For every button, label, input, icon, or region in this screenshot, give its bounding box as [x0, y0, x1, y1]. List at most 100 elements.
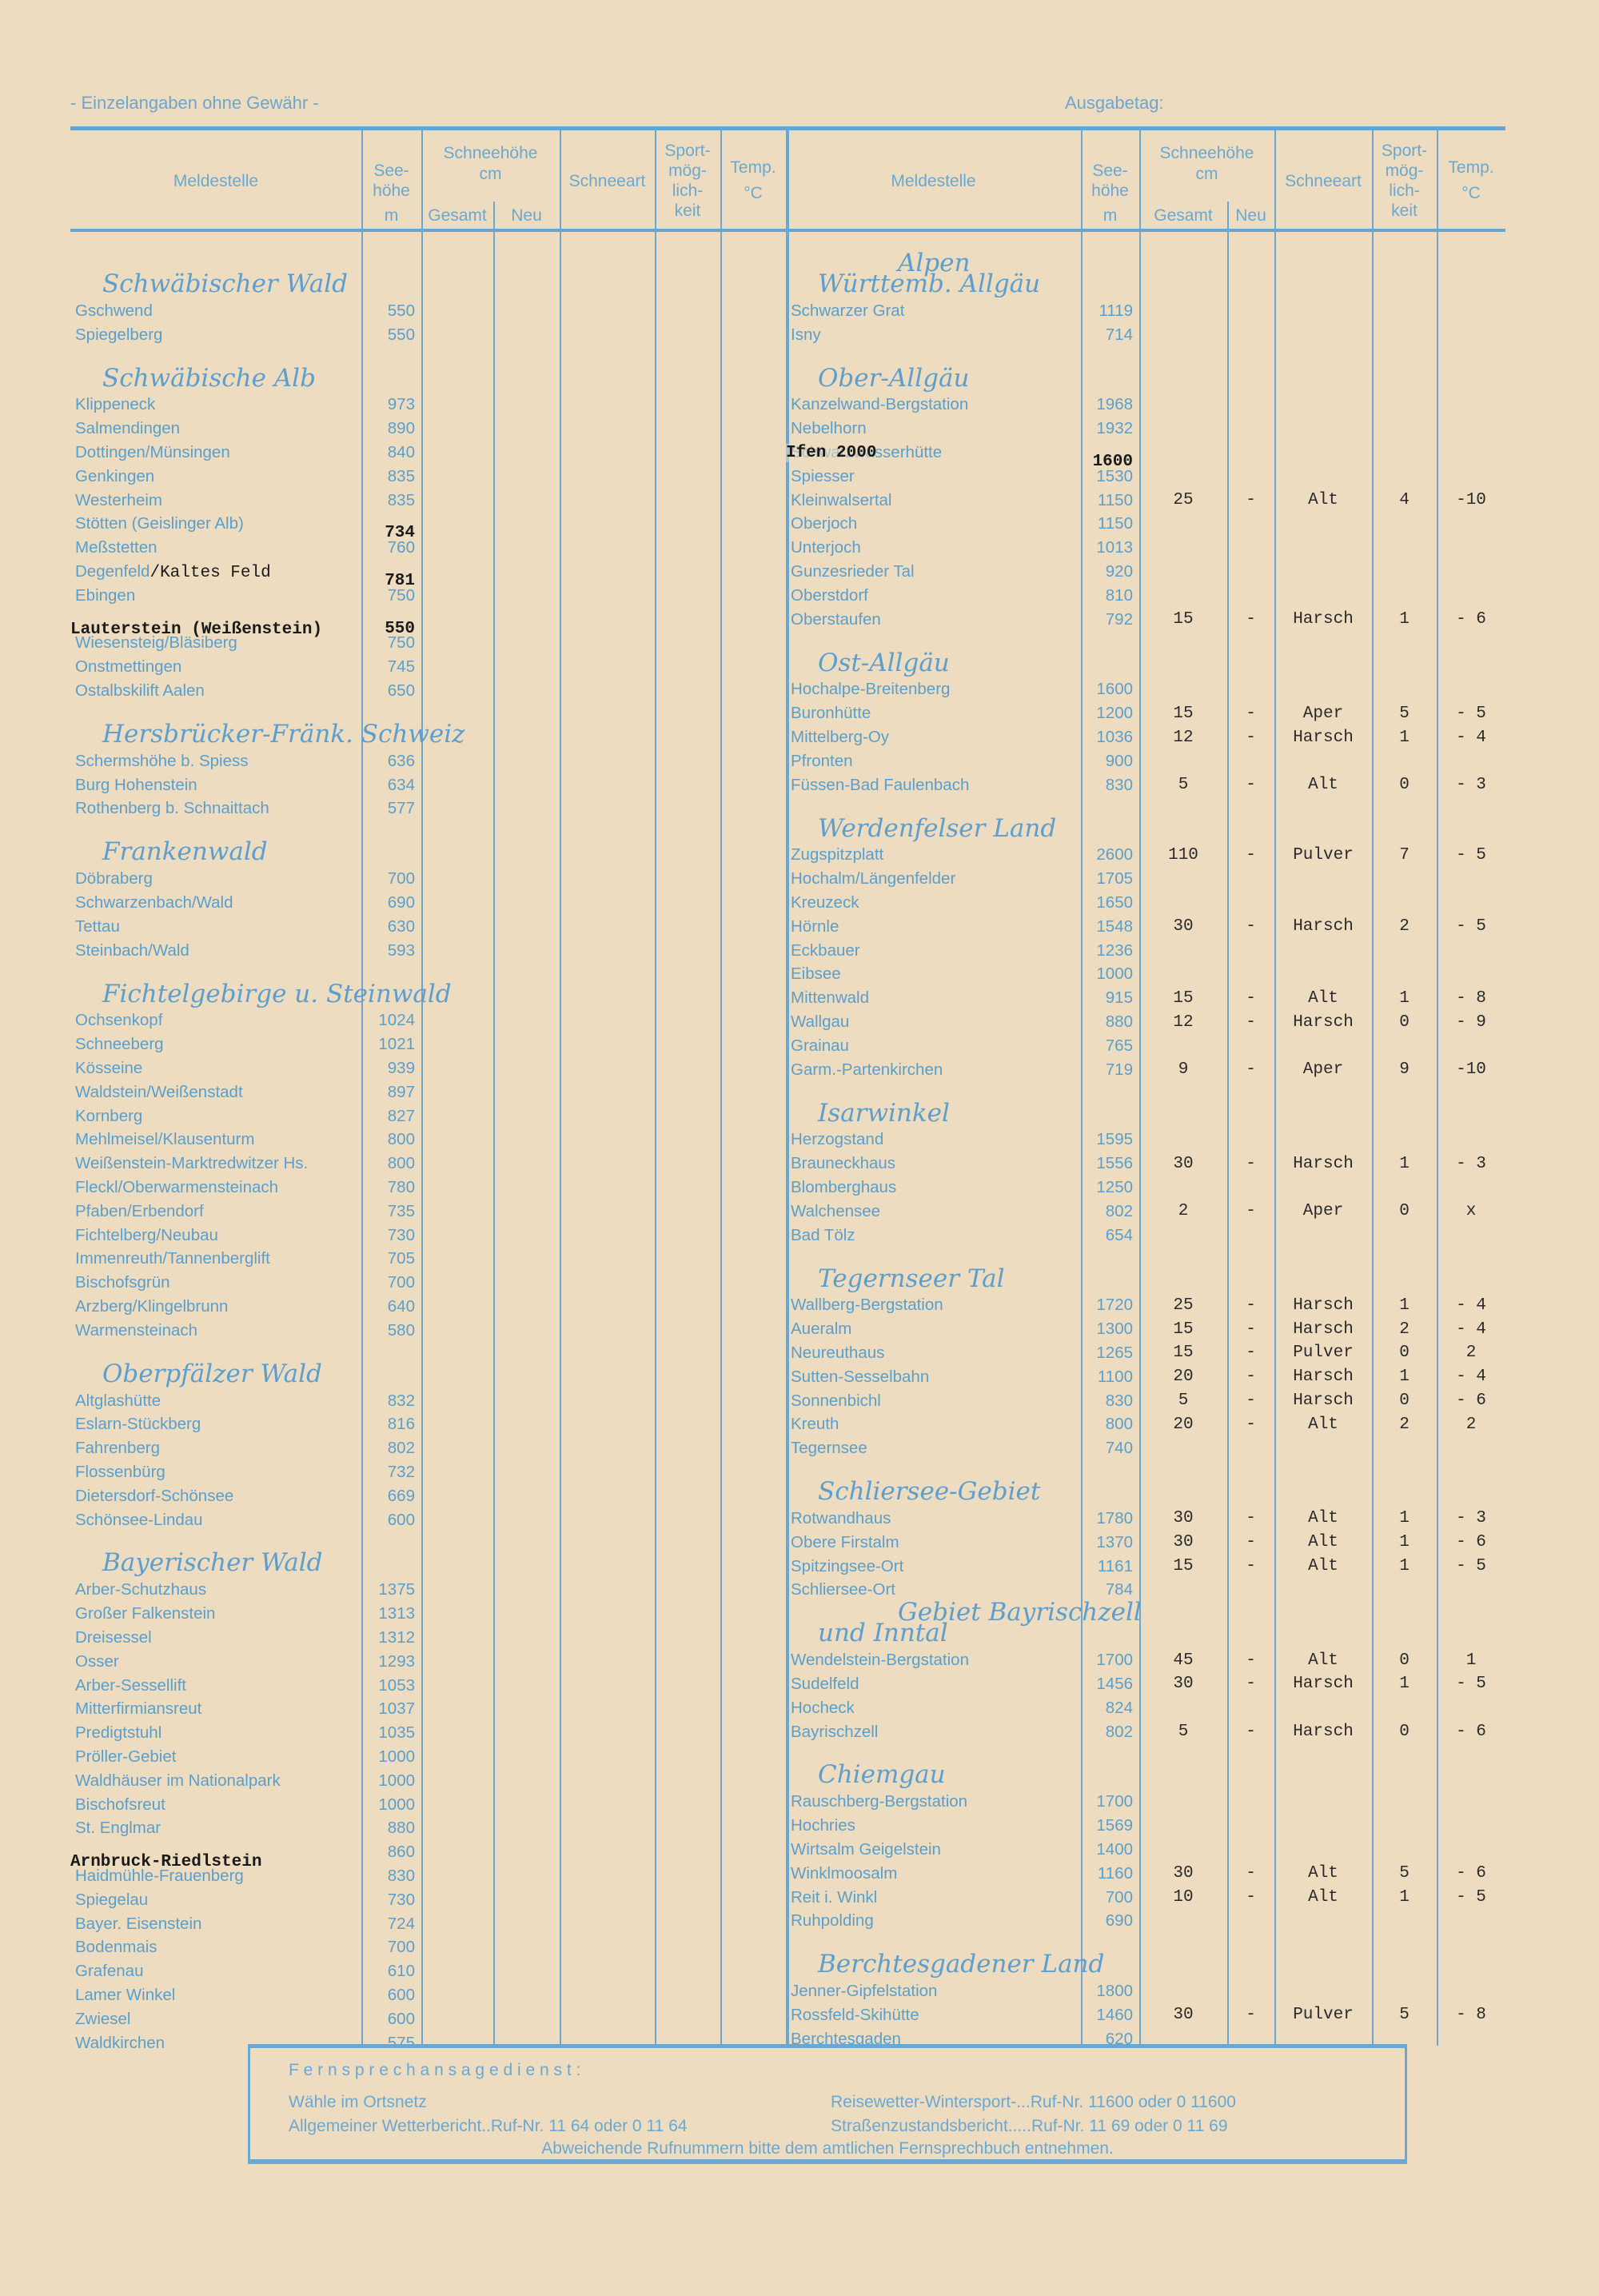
snow-total: 15: [1173, 1344, 1194, 1363]
station-name: Fahrenberg: [75, 1439, 160, 1458]
snow-total: 30: [1173, 1533, 1194, 1552]
sport-rating: 0: [1399, 1723, 1410, 1742]
table-row: Lamer Winkel 600: [70, 1983, 786, 2007]
table-row: Bad Tölz 654: [786, 1224, 1505, 1248]
table-row: Waldstein/Weißenstadt 897: [70, 1080, 786, 1104]
station-name: Westerheim: [75, 490, 162, 509]
table-row: Bischofsreut 1000: [70, 1793, 786, 1817]
table-row: Blomberghaus 1250: [786, 1176, 1505, 1200]
altitude: 750: [387, 633, 415, 653]
column-rule: [655, 126, 656, 2046]
altitude: 1370: [1096, 1532, 1133, 1551]
typed-station-name: Ifen 2000: [786, 444, 877, 463]
snow-total: 2: [1178, 1202, 1189, 1221]
station-name: Zwiesel: [75, 2009, 131, 2028]
station-name: Schwarzenbach/Wald: [75, 893, 233, 912]
altitude: 835: [387, 466, 415, 485]
table-row: Oberstaufen 792 15 - Harsch 1 - 6: [786, 608, 1505, 632]
table-row: Kleinwalsertal 1150 25 - Alt 4 -10: [786, 489, 1505, 513]
table-row: Weißenstein-Marktredwitzer Hs. 800: [70, 1152, 786, 1176]
table-row: Mehlmeisel/Klausenturm 800: [70, 1128, 786, 1152]
station-name: Wallgau: [791, 1012, 850, 1032]
station-name: Flossenbürg: [75, 1462, 165, 1481]
snow-new: -: [1246, 1864, 1256, 1883]
header-snow-type: Schneeart: [1285, 171, 1362, 190]
station-name: Genkingen: [75, 466, 155, 485]
section-heading-line: Ost-Allgäu: [818, 648, 950, 677]
table-row: Tettau 630: [70, 915, 786, 939]
altitude: 1236: [1096, 940, 1133, 960]
snow-type: Harsch: [1293, 1012, 1354, 1032]
altitude: 832: [387, 1391, 415, 1410]
altitude: 830: [1105, 775, 1133, 794]
station-name: Jenner-Gipfelstation: [791, 1982, 938, 2001]
altitude: 1705: [1096, 869, 1133, 888]
altitude: 740: [1105, 1439, 1133, 1458]
column-rule: [1227, 202, 1229, 2046]
table-row: Arber-Schutzhaus 1375: [70, 1578, 786, 1602]
table-row: Ochsenkopf 1024: [70, 1009, 786, 1033]
station-name: Kreuth: [791, 1415, 839, 1434]
snow-total: 9: [1178, 1060, 1189, 1080]
section-heading-line: und Inntal: [818, 1619, 948, 1648]
snow-type: Aper: [1302, 1060, 1344, 1080]
altitude: 1968: [1096, 395, 1133, 414]
header-snow-depth: Schneehöhe: [1159, 144, 1254, 162]
sport-rating: 1: [1399, 1888, 1410, 1907]
altitude: 1000: [1096, 964, 1133, 984]
table-row: Herzogstand 1595: [786, 1128, 1505, 1152]
header-new: Neu: [1235, 206, 1266, 225]
section-heading: Oberpfälzer Wald: [70, 1343, 786, 1389]
table-row: Degenfeld/Kaltes Feld 781: [70, 560, 786, 591]
altitude: 1250: [1096, 1178, 1133, 1196]
section-heading-line: Chiemgau: [818, 1760, 946, 1790]
sport-rating: 1: [1399, 988, 1410, 1008]
header-temp-unit: °C: [1461, 184, 1481, 202]
sport-rating: 1: [1399, 728, 1410, 747]
snow-new: -: [1246, 1392, 1256, 1411]
table-row: Pröller-Gebiet 1000: [70, 1745, 786, 1769]
altitude: 580: [387, 1320, 415, 1340]
temperature: - 5: [1456, 1888, 1486, 1907]
station-name: St. Englmar: [75, 1819, 161, 1838]
header-snow-depth-unit: cm: [479, 165, 502, 183]
altitude: 1595: [1096, 1130, 1133, 1149]
altitude: 600: [387, 1510, 415, 1529]
altitude: 690: [387, 893, 415, 912]
table-row: Klippeneck 973: [70, 393, 786, 417]
section-heading-line: Hersbrücker-Fränk. Schweiz: [102, 719, 465, 749]
station-name: Bischofsreut: [75, 1795, 165, 1814]
station-name: Mehlmeisel/Klausenturm: [75, 1130, 255, 1149]
station-name: Obere Firstalm: [791, 1532, 899, 1551]
table-row: Sutten-Sesselbahn 1100 20 - Harsch 1 - 4: [786, 1365, 1505, 1389]
section-heading: Frankenwald: [70, 821, 786, 867]
altitude: 1000: [378, 1771, 415, 1790]
snow-total: 15: [1173, 988, 1194, 1008]
station-name: Rossfeld-Skihütte: [791, 2005, 919, 2024]
station-name: Wiesensteig/Bläsiberg: [75, 633, 237, 653]
table-row: Wiesensteig/Bläsiberg 750: [70, 632, 786, 656]
temperature: - 8: [1456, 2006, 1486, 2025]
section-heading: Ost-Allgäu: [786, 632, 1505, 678]
altitude: 1293: [378, 1651, 415, 1671]
snow-type: Aper: [1302, 1202, 1344, 1221]
station-name: SchwarzwasserhütteIfen 2000: [786, 443, 1081, 463]
table-row: Mittelberg-Oy 1036 12 - Harsch 1 - 4: [786, 725, 1505, 749]
table-row: Winklmoosalm 1160 30 - Alt 5 - 6: [786, 1862, 1505, 1886]
altitude: 1530: [1096, 466, 1133, 485]
snow-type: Harsch: [1293, 1296, 1354, 1315]
altitude: 705: [387, 1249, 415, 1268]
table-row: Döbraberg 700: [70, 867, 786, 891]
snow-total: 30: [1173, 917, 1194, 936]
footer-travel: Reisewetter-Wintersport-...Ruf-Nr. 11600…: [831, 2093, 1236, 2111]
altitude: 1160: [1097, 1863, 1133, 1883]
section-heading: Chiemgau: [786, 1743, 1505, 1790]
table-row: Arnbruck-Riedlstein 860: [70, 1840, 786, 1872]
sport-rating: 1: [1399, 1675, 1410, 1694]
station-name: Sonnenbichl: [791, 1391, 881, 1410]
snow-type: Harsch: [1293, 610, 1354, 629]
snow-new: -: [1246, 776, 1256, 795]
table-row: Arber-Sessellift 1053: [70, 1674, 786, 1698]
sport-rating: 0: [1399, 1202, 1410, 1221]
section-heading: Tegernseer Tal: [786, 1248, 1505, 1294]
